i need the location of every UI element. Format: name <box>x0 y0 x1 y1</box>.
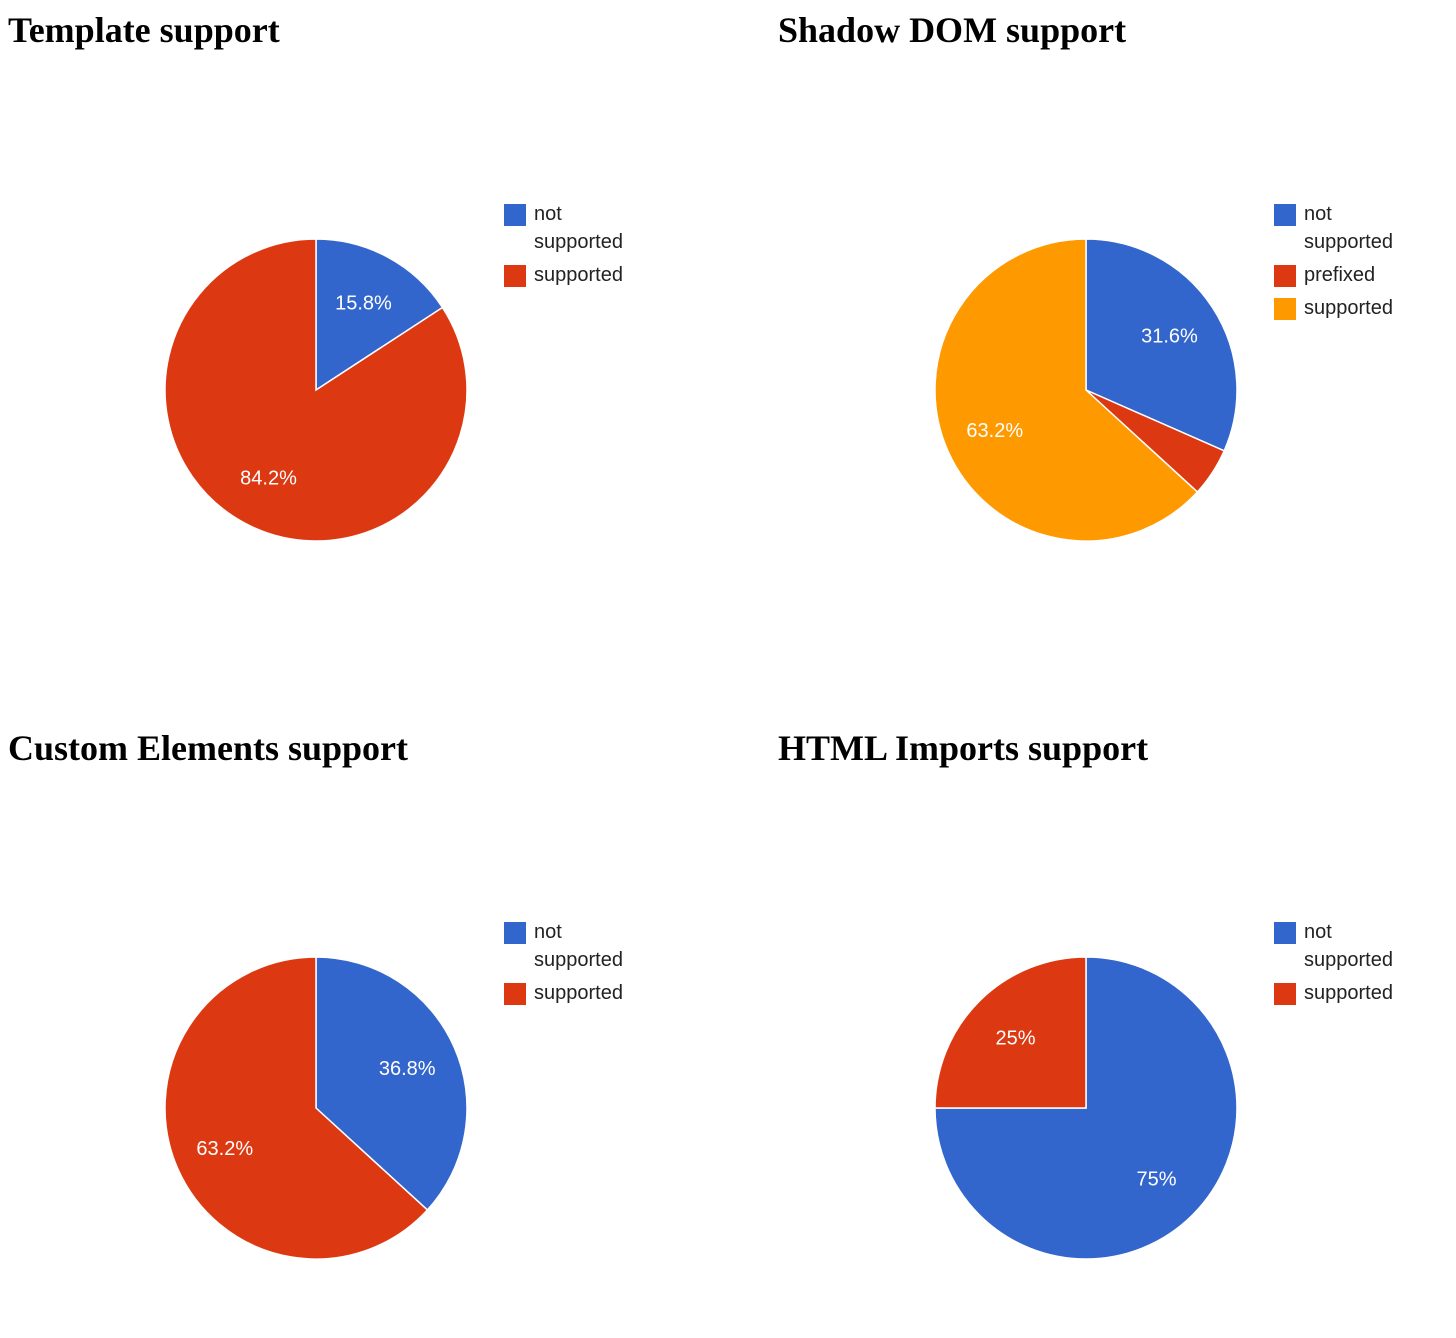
chart-title: Shadow DOM support <box>778 10 1127 50</box>
legend-swatch <box>504 204 526 226</box>
legend: not supported prefixed supported <box>1274 203 1456 330</box>
legend-item: not supported <box>1274 203 1456 256</box>
legend-item: not supported <box>504 921 704 974</box>
legend-label: not supported <box>534 921 623 971</box>
legend-swatch <box>1274 922 1296 944</box>
pie-slice-supported <box>934 238 1199 542</box>
legend: not supported supported <box>1274 921 1456 1015</box>
legend-swatch <box>1274 298 1296 320</box>
chart-title: Template support <box>8 10 280 50</box>
legend-swatch <box>504 983 526 1005</box>
chart-panel-shadow-dom: Shadow DOM support 31.6% 63.2% not suppor… <box>770 0 1456 620</box>
legend-label: not supported <box>534 203 623 253</box>
legend-label: supported <box>1304 297 1393 319</box>
pie-slice-not-supported <box>315 238 444 392</box>
pie-slice-supported <box>164 238 468 542</box>
pie-chart: 36.8% 63.2% <box>164 956 468 1260</box>
pie-chart: 75% 25% <box>934 956 1238 1260</box>
legend-swatch <box>1274 265 1296 287</box>
legend-label: not supported <box>1304 921 1393 971</box>
legend-label: supported <box>1304 982 1393 1004</box>
legend-item: not supported <box>504 203 704 256</box>
pie-chart: 31.6% 63.2% <box>934 238 1238 542</box>
legend-item: supported <box>1274 982 1456 1007</box>
chart-panel-custom-elements: Custom Elements support 36.8% 63.2% not s… <box>0 718 720 1338</box>
slice-value-label: 75% <box>1136 1168 1176 1190</box>
legend-item: supported <box>504 264 704 289</box>
legend-swatch <box>504 265 526 287</box>
slice-value-label: 63.2% <box>966 420 1023 442</box>
legend-swatch <box>1274 983 1296 1005</box>
chart-title: Custom Elements support <box>8 728 409 768</box>
pie-chart: 15.8% 84.2% <box>164 238 468 542</box>
chart-panel-html-imports: HTML Imports support 75% 25% not supporte… <box>770 718 1456 1338</box>
legend-item: supported <box>1274 297 1456 322</box>
legend-item: prefixed <box>1274 264 1456 289</box>
pie-slice-not-supported <box>1085 238 1238 452</box>
pie-slice-not-supported <box>934 956 1238 1260</box>
legend-label: supported <box>534 264 623 286</box>
slice-value-label: 63.2% <box>196 1138 253 1160</box>
legend: not supported supported <box>504 203 704 297</box>
slice-value-label: 15.8% <box>335 292 392 314</box>
legend-item: not supported <box>1274 921 1456 974</box>
legend-label: supported <box>534 982 623 1004</box>
pie-slice-not-supported <box>315 956 468 1212</box>
legend-label: prefixed <box>1304 264 1376 286</box>
pie-slice-supported <box>164 956 429 1260</box>
slice-value-label: 25% <box>996 1028 1036 1050</box>
legend-item: supported <box>504 982 704 1007</box>
chart-title: HTML Imports support <box>778 728 1149 768</box>
slice-value-label: 36.8% <box>379 1058 436 1080</box>
legend-label: not supported <box>1304 203 1393 253</box>
slice-value-label: 31.6% <box>1141 326 1198 348</box>
slice-value-label: 84.2% <box>240 468 297 490</box>
legend-swatch <box>504 922 526 944</box>
chart-panel-template: Template support 15.8% 84.2% not supporte… <box>0 0 720 620</box>
legend: not supported supported <box>504 921 704 1015</box>
legend-swatch <box>1274 204 1296 226</box>
pie-slice-supported <box>934 956 1087 1109</box>
